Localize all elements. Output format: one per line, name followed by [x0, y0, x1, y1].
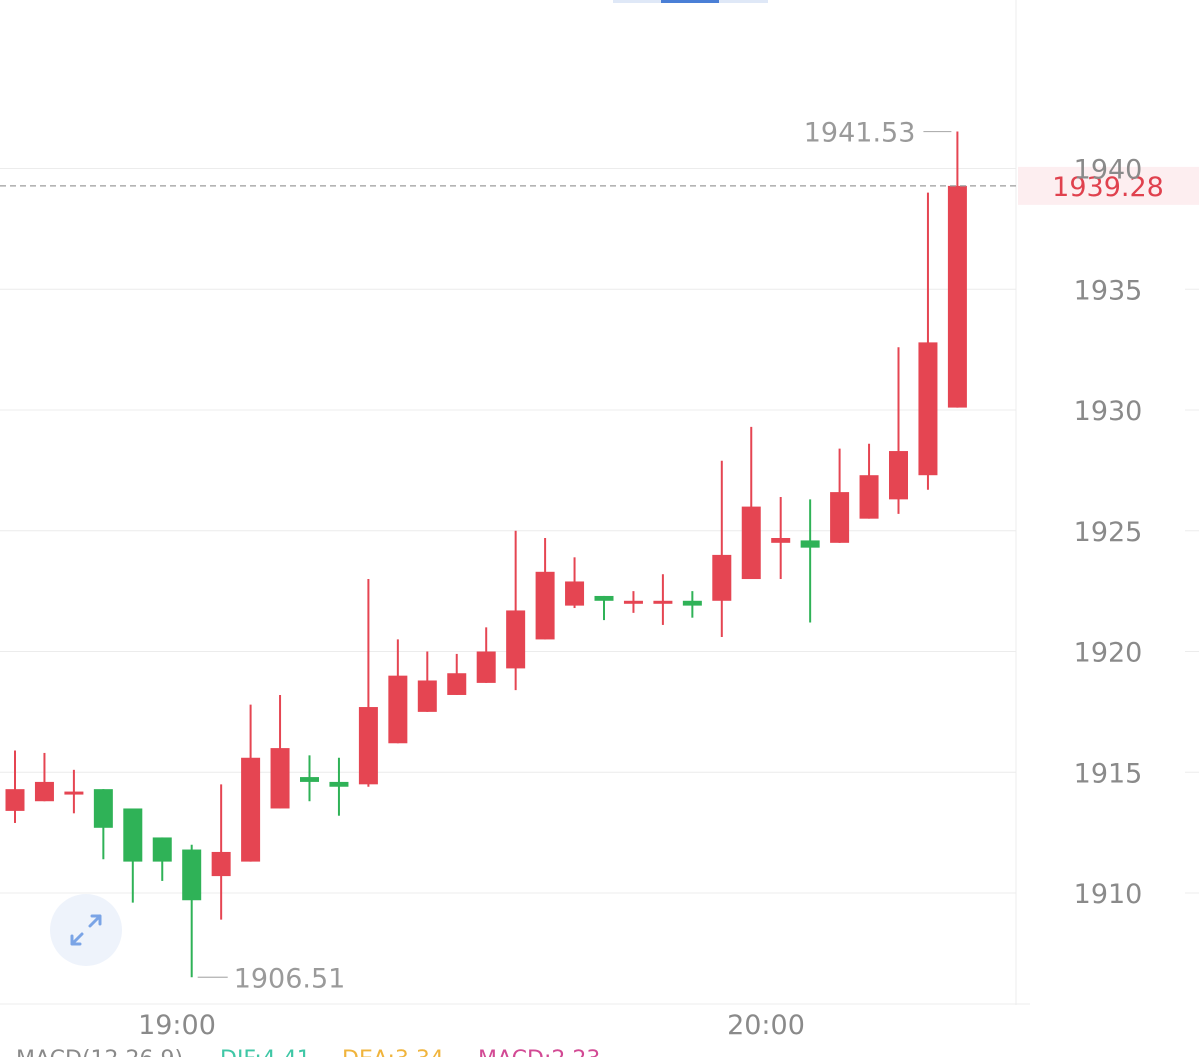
macd-value: MACD:2.23 — [478, 1047, 600, 1057]
candle-body — [535, 571, 555, 640]
candle-body — [506, 610, 526, 669]
y-tick-label: 1925 — [1074, 517, 1143, 548]
candle — [300, 755, 319, 802]
candles — [5, 131, 967, 978]
candle — [447, 653, 467, 695]
candle-body — [889, 451, 908, 500]
candle-body — [830, 492, 850, 543]
y-tick-label: 1930 — [1074, 396, 1143, 427]
candle-body — [417, 680, 437, 712]
candle-body — [5, 789, 25, 811]
candle — [682, 591, 702, 618]
candle-body — [947, 185, 967, 408]
candle-body — [653, 600, 673, 604]
candle — [270, 694, 290, 809]
candle-body — [34, 781, 54, 802]
y-tick-label: 1920 — [1074, 638, 1143, 669]
candle — [506, 530, 526, 691]
candle — [594, 595, 614, 621]
candle-body — [741, 506, 761, 580]
x-tick-label: 19:00 — [138, 1010, 216, 1041]
candle — [358, 579, 378, 787]
candle-body — [623, 600, 643, 604]
expand-arrows-icon — [70, 914, 102, 946]
candle — [918, 192, 938, 490]
y-tick-label: 1935 — [1074, 275, 1143, 306]
candle — [800, 499, 820, 623]
macd-legend: MACD(12,26,9) DIF:4.41 DEA:3.34 MACD:2.23 — [16, 1047, 600, 1057]
candle-body — [682, 600, 702, 606]
candle — [476, 627, 496, 683]
top-tab-active-indicator — [661, 0, 719, 3]
candle — [93, 789, 113, 860]
candle — [623, 591, 643, 613]
expand-chart-button[interactable] — [50, 894, 122, 966]
y-axis: 1910 1915 1920 1925 1930 1935 1940 — [1074, 155, 1143, 911]
candle — [329, 757, 349, 816]
candle-body — [476, 651, 496, 683]
candle — [771, 496, 791, 580]
y-tick-label: 1915 — [1074, 758, 1143, 789]
candle — [947, 131, 967, 408]
candle-body — [447, 673, 467, 695]
candle-body — [859, 475, 879, 519]
macd-title: MACD(12,26,9) — [16, 1047, 183, 1057]
candle-body — [771, 537, 791, 543]
candle — [64, 769, 84, 814]
candle-body — [594, 595, 614, 601]
candle — [5, 750, 25, 823]
candle-body — [712, 554, 732, 601]
low-marker-label: 1906.51 — [234, 963, 346, 994]
candle — [653, 574, 673, 625]
candle — [712, 460, 732, 638]
candle-body — [64, 791, 84, 795]
price-markers: 1939.28 1941.53 1906.51 — [0, 118, 1199, 994]
candle — [417, 651, 437, 712]
candle-body — [388, 675, 408, 744]
candle — [741, 426, 761, 580]
last-price-box — [1018, 166, 1199, 205]
candle-body — [182, 849, 202, 901]
candle-body — [300, 777, 319, 782]
candle — [859, 443, 879, 519]
y-tick-label: 1940 — [1074, 155, 1143, 186]
candle-body — [565, 581, 585, 606]
high-marker-label: 1941.53 — [804, 118, 916, 149]
candle — [388, 639, 408, 744]
candle-body — [918, 342, 938, 476]
candle — [211, 784, 231, 920]
last-price-label: 1939.28 — [1052, 172, 1164, 203]
chart-grid — [0, 0, 1199, 1005]
x-tick-label: 20:00 — [727, 1010, 805, 1041]
candle — [34, 752, 54, 802]
candle — [565, 557, 585, 609]
candle — [889, 347, 908, 514]
candle-body — [241, 757, 261, 862]
candle — [152, 837, 172, 881]
candle — [123, 808, 143, 903]
candle — [830, 448, 850, 543]
candle — [182, 844, 202, 978]
y-tick-label: 1910 — [1074, 879, 1143, 910]
macd-dea: DEA:3.34 — [342, 1047, 444, 1057]
candle-body — [358, 707, 378, 785]
macd-dif: DIF:4.41 — [220, 1047, 311, 1057]
candle-body — [329, 781, 349, 787]
candle-body — [93, 789, 113, 828]
candle-body — [152, 837, 172, 862]
candle-body — [211, 851, 231, 877]
x-axis: 19:00 20:00 — [138, 1010, 805, 1041]
candle — [241, 704, 261, 862]
candle-body — [123, 808, 143, 862]
candle-body — [800, 540, 820, 548]
candle-body — [270, 748, 290, 809]
candle — [535, 537, 555, 640]
